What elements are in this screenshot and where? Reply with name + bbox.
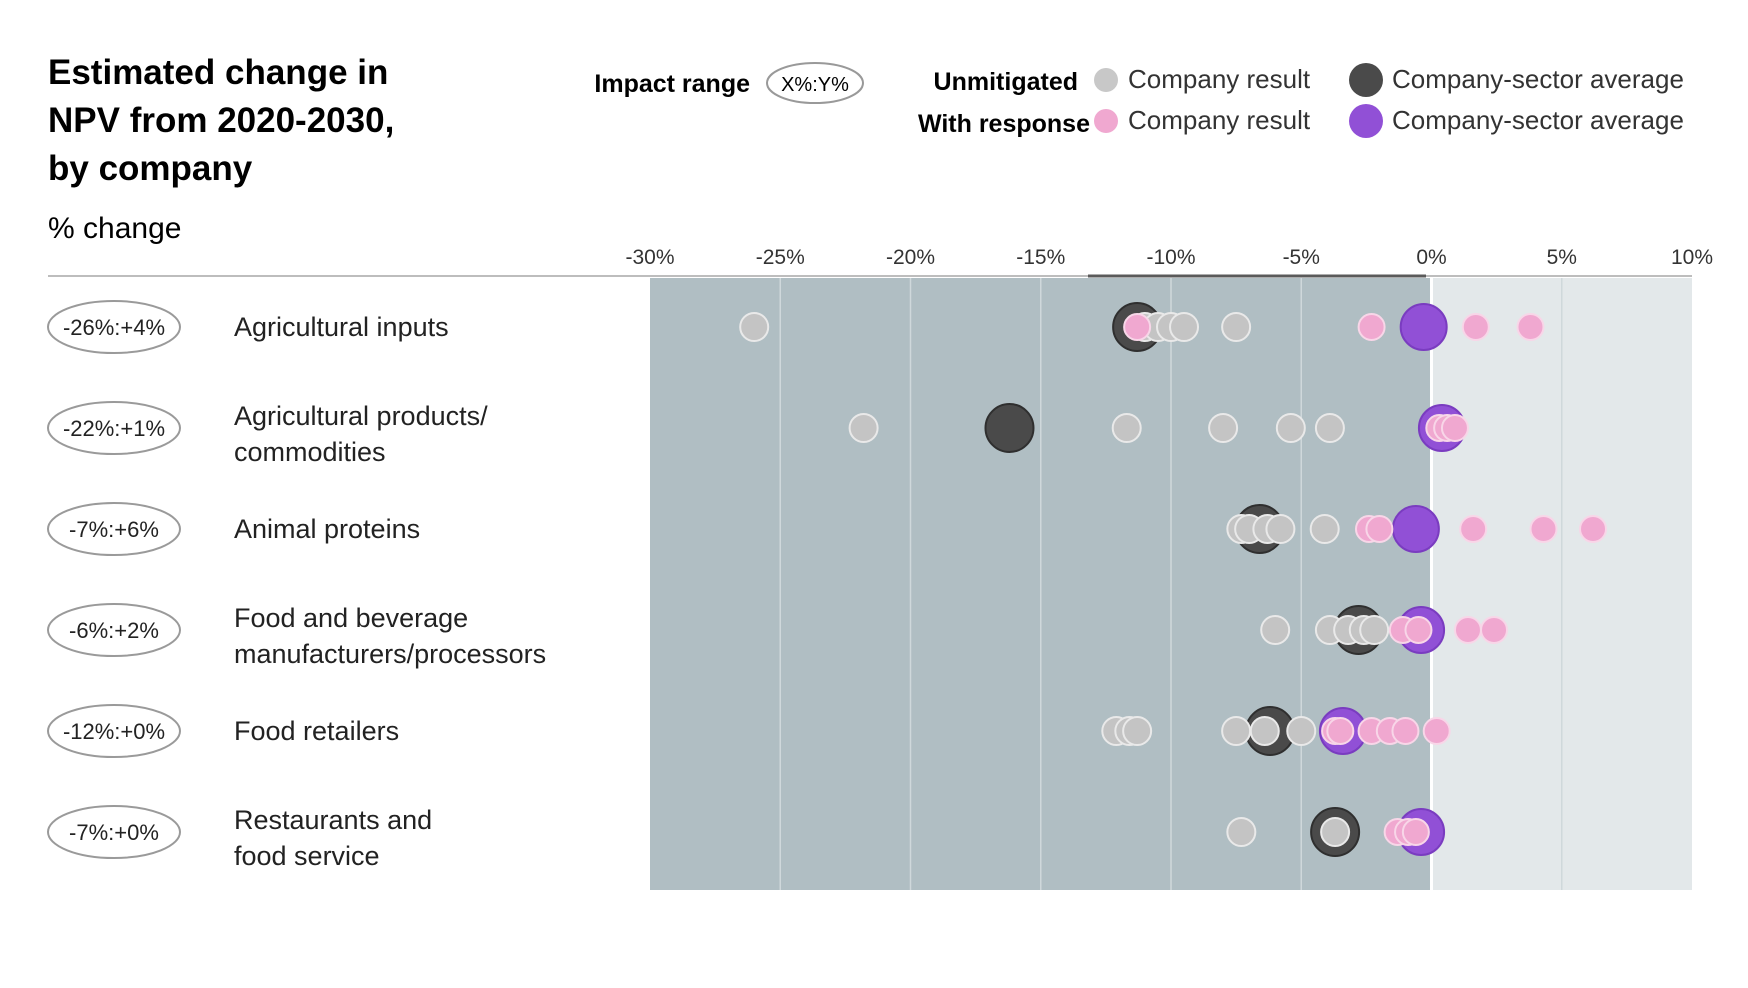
chart-title-line-3: by company — [48, 149, 253, 188]
company-result-unmitigated — [739, 312, 770, 342]
row-label: Agricultural inputs — [234, 312, 449, 342]
legend-response-average-label: Company-sector average — [1392, 105, 1684, 135]
legend-response-company-label: Company result — [1128, 105, 1311, 135]
legend-unmitigated-company-label: Company result — [1128, 64, 1311, 94]
impact-range-label: -26%:+4% — [63, 315, 165, 340]
x-tick-label: -5% — [1283, 246, 1320, 269]
company-result-with-response — [1401, 818, 1430, 846]
impact-range-label: -7%:+6% — [69, 517, 159, 542]
company-result-unmitigated — [1249, 716, 1280, 746]
impact-range-label: -6%:+2% — [69, 618, 159, 643]
company-result-with-response — [1365, 515, 1394, 543]
company-result-unmitigated — [1309, 514, 1340, 544]
row-label: Food retailers — [234, 716, 399, 746]
company-result-unmitigated — [1359, 615, 1390, 645]
company-result-with-response — [1422, 717, 1451, 745]
legend-response-average-marker — [1349, 104, 1383, 138]
company-result-unmitigated — [1265, 514, 1296, 544]
row-label: Food and beverage — [234, 603, 468, 633]
row-label: Agricultural products/ — [234, 401, 488, 431]
x-tick-label: 5% — [1547, 246, 1577, 269]
x-tick-label: -30% — [625, 246, 674, 269]
company-result-with-response — [1529, 515, 1558, 543]
company-result-unmitigated — [1122, 716, 1153, 746]
x-tick-label: -20% — [886, 246, 935, 269]
company-result-with-response — [1453, 616, 1482, 644]
legend: Impact range X%:Y% Unmitigated With resp… — [594, 62, 1684, 138]
company-result-unmitigated — [1221, 312, 1252, 342]
chart-title-line-2: NPV from 2020-2030, — [48, 101, 394, 140]
company-result-with-response — [1461, 313, 1490, 341]
x-tick-label: 10% — [1671, 246, 1713, 269]
legend-unmitigated-average-label: Company-sector average — [1392, 64, 1684, 94]
sector-average-unmitigated — [984, 403, 1035, 453]
sector-average-with-response — [1399, 303, 1448, 351]
impact-range-oval — [47, 603, 181, 657]
impact-range-label: -7%:+0% — [69, 820, 159, 845]
company-result-unmitigated — [1169, 312, 1200, 342]
legend-impact-range-oval — [766, 62, 864, 104]
legend-unmitigated-average-marker — [1349, 63, 1383, 97]
company-result-unmitigated — [1320, 817, 1351, 847]
chart-title-line-1: Estimated change in — [48, 53, 388, 92]
company-result-unmitigated — [1111, 413, 1142, 443]
row-label: Animal proteins — [234, 514, 420, 544]
company-result-unmitigated — [848, 413, 879, 443]
impact-range-oval — [47, 704, 181, 758]
company-result-unmitigated — [1275, 413, 1306, 443]
company-result-with-response — [1459, 515, 1488, 543]
company-result-with-response — [1516, 313, 1545, 341]
company-result-unmitigated — [1208, 413, 1239, 443]
company-result-unmitigated — [1260, 615, 1291, 645]
impact-range-oval — [47, 805, 181, 859]
impact-range-oval — [47, 401, 181, 455]
company-result-with-response — [1391, 717, 1420, 745]
sector-average-with-response — [1391, 505, 1440, 553]
impact-range-label: -12%:+0% — [63, 719, 165, 744]
company-result-unmitigated — [1226, 817, 1257, 847]
legend-impact-range-example: X%:Y% — [781, 74, 849, 96]
company-result-with-response — [1440, 414, 1469, 442]
company-result-with-response — [1357, 313, 1386, 341]
legend-with-response-label: With response — [918, 110, 1090, 138]
legend-unmitigated-label: Unmitigated — [934, 68, 1078, 96]
x-tick-label: -25% — [756, 246, 805, 269]
row-label: food service — [234, 841, 380, 871]
company-result-unmitigated — [1286, 716, 1317, 746]
impact-range-oval — [47, 300, 181, 354]
row-label: commodities — [234, 437, 386, 467]
x-tick-label: 0% — [1416, 246, 1446, 269]
impact-range-label: -22%:+1% — [63, 416, 165, 441]
company-result-with-response — [1123, 313, 1152, 341]
chart-subtitle: % change — [48, 212, 181, 245]
company-result-unmitigated — [1221, 716, 1252, 746]
company-result-with-response — [1404, 616, 1433, 644]
legend-response-company-marker — [1094, 109, 1118, 133]
company-result-with-response — [1326, 717, 1355, 745]
company-result-unmitigated — [1314, 413, 1345, 443]
x-tick-label: -10% — [1146, 246, 1195, 269]
legend-unmitigated-company-marker — [1094, 68, 1118, 92]
company-result-with-response — [1579, 515, 1608, 543]
company-result-with-response — [1480, 616, 1509, 644]
x-tick-label: -15% — [1016, 246, 1065, 269]
legend-impact-range-label: Impact range — [594, 70, 750, 98]
impact-range-oval — [47, 502, 181, 556]
row-label: Restaurants and — [234, 805, 432, 835]
row-label: manufacturers/processors — [234, 639, 546, 669]
